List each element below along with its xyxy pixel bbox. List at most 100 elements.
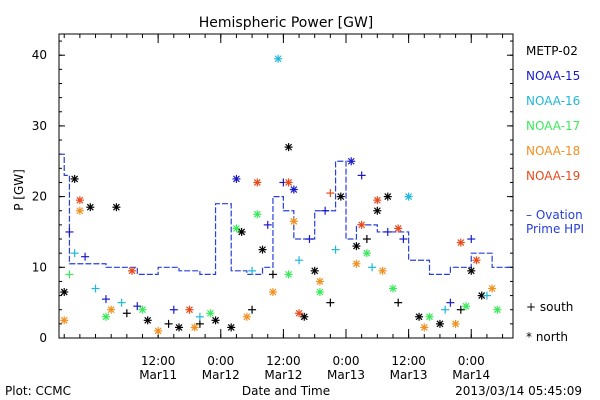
data-point xyxy=(253,210,262,219)
x-tick-label-time: 12:00 xyxy=(391,354,426,368)
data-point xyxy=(482,291,491,300)
data-point xyxy=(493,305,502,314)
data-point xyxy=(195,312,204,321)
data-point xyxy=(462,302,471,311)
data-point xyxy=(248,266,257,275)
x-tick-label-time: 0:00 xyxy=(458,354,485,368)
y-axis-label: P [GW] xyxy=(12,169,26,211)
y-axis-ticks: 0 10 20 30 40 xyxy=(32,40,513,345)
data-point xyxy=(211,316,220,325)
x-tick-label-time: 0:00 xyxy=(333,354,360,368)
data-point xyxy=(456,305,465,314)
data-point xyxy=(248,305,257,314)
data-point xyxy=(263,220,272,229)
data-point xyxy=(101,295,110,304)
data-point xyxy=(112,203,121,212)
data-point xyxy=(81,252,90,261)
data-point xyxy=(154,326,163,335)
legend-entry: METP-02 xyxy=(526,44,578,58)
data-point xyxy=(467,266,476,275)
data-point xyxy=(86,203,95,212)
data-point xyxy=(164,319,173,328)
data-point xyxy=(331,245,340,254)
data-point xyxy=(284,143,293,152)
data-point xyxy=(185,305,194,314)
legend-entry: NOAA-17 xyxy=(526,119,580,133)
legend-entry: NOAA-16 xyxy=(526,94,580,108)
data-point xyxy=(326,298,335,307)
data-point xyxy=(289,185,298,194)
data-point xyxy=(258,245,267,254)
x-tick-label-time: 12:00 xyxy=(141,354,176,368)
data-point xyxy=(446,298,455,307)
data-point xyxy=(352,242,361,251)
data-point xyxy=(305,235,314,244)
data-point xyxy=(75,196,84,205)
x-tick-label-date: Mar11 xyxy=(139,368,177,382)
data-point xyxy=(232,174,241,183)
data-point xyxy=(394,224,403,233)
data-point xyxy=(310,266,319,275)
y-tick-label: 40 xyxy=(32,48,47,62)
data-point xyxy=(321,206,330,215)
data-point xyxy=(388,284,397,293)
data-point xyxy=(295,309,304,318)
data-point xyxy=(357,171,366,180)
data-point xyxy=(143,316,152,325)
data-point xyxy=(357,220,366,229)
data-point xyxy=(373,206,382,215)
data-point xyxy=(195,319,204,328)
data-point xyxy=(451,319,460,328)
y-tick-label: 0 xyxy=(39,331,47,345)
data-point xyxy=(237,227,246,236)
data-point xyxy=(232,224,241,233)
data-point xyxy=(70,174,79,183)
data-point xyxy=(169,305,178,314)
data-point xyxy=(107,305,116,314)
x-tick-label-date: Mar14 xyxy=(452,368,490,382)
data-point xyxy=(65,270,74,279)
data-point xyxy=(284,178,293,187)
y-tick-label: 20 xyxy=(32,190,47,204)
data-point xyxy=(326,189,335,198)
data-point xyxy=(362,235,371,244)
data-point xyxy=(190,323,199,332)
data-point xyxy=(206,309,215,318)
plot-frame xyxy=(58,33,514,339)
y-tick-label: 10 xyxy=(32,260,47,274)
footer-timestamp: 2013/03/14 05:45:09 xyxy=(455,384,582,398)
x-tick-label-time: 12:00 xyxy=(266,354,301,368)
data-point xyxy=(347,157,356,166)
x-tick-label-date: Mar13 xyxy=(390,368,428,382)
data-point xyxy=(242,312,251,321)
footer-plot-source: Plot: CCMC xyxy=(5,384,71,398)
data-point xyxy=(284,270,293,279)
data-point xyxy=(456,238,465,247)
x-axis-label: Date and Time xyxy=(242,384,330,398)
ovation-hpi-path xyxy=(59,153,513,275)
data-point xyxy=(274,54,283,63)
data-point xyxy=(91,284,100,293)
data-point xyxy=(300,312,309,321)
data-point xyxy=(65,227,74,236)
data-point xyxy=(383,192,392,201)
legend-ovation-label: Prime HPI xyxy=(526,222,584,236)
data-point xyxy=(467,235,476,244)
data-point xyxy=(289,217,298,226)
legend-entry: NOAA-15 xyxy=(526,69,580,83)
data-point xyxy=(253,178,262,187)
legend-ovation-label: – Ovation xyxy=(526,208,583,222)
data-point xyxy=(404,192,413,201)
data-point xyxy=(227,323,236,332)
data-point xyxy=(472,256,481,265)
data-point xyxy=(60,316,69,325)
x-tick-label-date: Mar12 xyxy=(202,368,240,382)
data-point xyxy=(295,256,304,265)
y-tick-label: 30 xyxy=(32,119,47,133)
data-point xyxy=(383,227,392,236)
data-point xyxy=(75,206,84,215)
marker-legend-entry: + south xyxy=(526,300,573,314)
legend-entry: NOAA-19 xyxy=(526,169,580,183)
marker-legend-entry: * north xyxy=(526,330,568,344)
